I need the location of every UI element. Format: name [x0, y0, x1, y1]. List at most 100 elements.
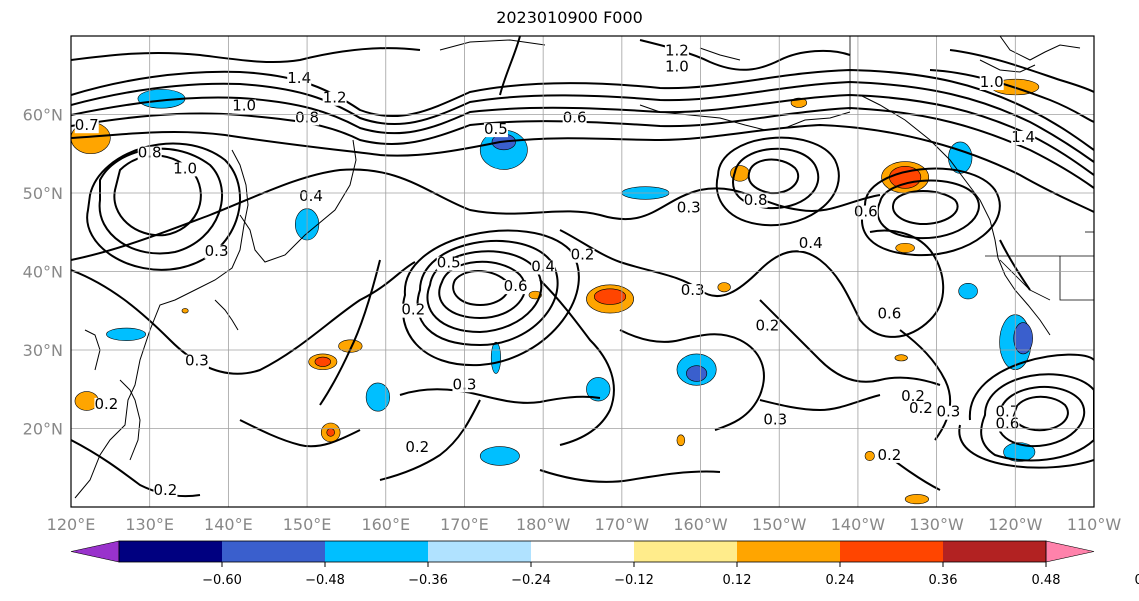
contour-label: 0.2 — [154, 481, 178, 499]
colorbar-segment — [428, 541, 532, 562]
colorbar-extend-high — [1045, 540, 1095, 563]
shaded-area — [490, 341, 501, 374]
shaded-area — [594, 288, 627, 305]
border-layer — [849, 36, 1094, 301]
lon-tick-label: 120°W — [988, 515, 1043, 534]
colorbar-tick-label: −0.48 — [305, 573, 345, 588]
contour-label: 0.3 — [185, 352, 209, 370]
contour-label-bg — [436, 256, 461, 271]
lon-tick-label: 120°E — [47, 515, 96, 534]
colorbar-tick-label: 0.60 — [1135, 573, 1139, 588]
contour-label-bg — [936, 405, 961, 420]
colorbar-segment — [531, 541, 635, 562]
contour-label: 0.6 — [877, 305, 901, 323]
shaded-area — [181, 308, 189, 314]
contour-label: 1.2 — [665, 42, 689, 60]
shaded-area — [326, 428, 335, 437]
contour-label: 1.0 — [232, 97, 256, 115]
contour-label: 0.2 — [94, 395, 118, 413]
contour-label-bg — [153, 484, 178, 499]
contour-label-bg — [232, 99, 257, 114]
contour-label-bg — [503, 280, 528, 295]
colorbar-tick-label: 0.36 — [929, 573, 958, 588]
contour-label: 0.5 — [437, 254, 461, 272]
colorbar-segment — [737, 541, 841, 562]
colorbar-extend-low — [70, 540, 120, 563]
shaded-area — [106, 327, 147, 341]
colorbar-tick-label: −0.36 — [408, 573, 448, 588]
contour-label-bg — [755, 319, 780, 334]
lon-tick-label: 140°E — [204, 515, 253, 534]
lon-tick-label: 170°E — [440, 515, 489, 534]
contour-label-bg — [204, 244, 229, 259]
contour-label-bg — [798, 236, 823, 251]
lon-tick-label: 170°W — [595, 515, 650, 534]
shaded-area — [365, 382, 391, 412]
contour-label-bg — [743, 193, 768, 208]
contour-label-bg — [570, 248, 595, 263]
contour-label: 1.4 — [287, 69, 311, 87]
contour-label-bg — [322, 91, 347, 106]
contour-label: 1.0 — [980, 73, 1004, 91]
contour-label-bg — [853, 205, 878, 220]
contour-label-bg — [763, 413, 788, 428]
contour-label-bg — [901, 390, 926, 405]
lat-tick-label: 20°N — [23, 420, 63, 439]
shaded-area — [1003, 442, 1036, 462]
contour-label-bg — [74, 119, 99, 134]
colorbar-tick-label: 0.12 — [723, 573, 752, 588]
colorbar-segment — [119, 541, 223, 562]
lat-tick-label: 30°N — [23, 341, 63, 360]
shaded-area — [479, 446, 520, 466]
contour-label: 1.2 — [323, 89, 347, 107]
colorbar-tick-label: −0.12 — [614, 573, 654, 588]
lon-tick-label: 130°E — [125, 515, 174, 534]
contour-label-bg — [676, 201, 701, 216]
colorbar-segment — [840, 541, 944, 562]
contour-label-bg — [173, 162, 198, 177]
lat-tick-label: 40°N — [23, 263, 63, 282]
axis-labels: 120°E 130°E 140°E 150°E 160°E 170°E 180°W 170°W… — [23, 106, 1122, 535]
colorbar-segment — [325, 541, 429, 562]
contour-label-bg — [287, 72, 312, 87]
contour-label: 0.2 — [901, 387, 925, 405]
shaded-area — [958, 282, 978, 300]
contour-label: 0.4 — [299, 187, 323, 205]
contour-label-bg — [483, 123, 508, 138]
contour-label: 0.5 — [484, 120, 508, 138]
lon-tick-label: 110°W — [1067, 515, 1122, 534]
shaded-area — [895, 242, 915, 253]
contour-label: 0.4 — [799, 234, 823, 252]
contour-label-bg — [908, 401, 933, 416]
colorbar-frame — [118, 540, 1047, 563]
colorbar-tick-label: −0.24 — [511, 573, 551, 588]
contour-label: 0.3 — [681, 281, 705, 299]
contour-label: 0.7 — [75, 116, 99, 134]
contour-label: 0.6 — [854, 203, 878, 221]
contour-label: 0.2 — [571, 246, 595, 264]
shaded-area — [894, 354, 908, 362]
colorbar-segment — [634, 541, 738, 562]
contour-label: 0.2 — [405, 438, 429, 456]
contour-label-bg — [664, 44, 689, 59]
map-frame — [70, 35, 1095, 508]
contour-label-bg — [405, 441, 430, 456]
contour-label: 0.2 — [877, 446, 901, 464]
contour-label: 0.2 — [755, 316, 779, 334]
contour-label: 0.6 — [563, 108, 587, 126]
contour-label: 0.8 — [744, 191, 768, 209]
contour-label: 0.3 — [763, 411, 787, 429]
lon-tick-label: 150°W — [752, 515, 807, 534]
shaded-area — [717, 282, 731, 293]
contour-label: 0.3 — [205, 242, 229, 260]
shaded-area — [864, 450, 875, 461]
contour-label-bg — [94, 397, 119, 412]
contour-label-bg — [979, 76, 1004, 91]
colorbar-tick-label: 0.48 — [1032, 573, 1061, 588]
contour-label-bg — [664, 60, 689, 75]
colorbar — [70, 540, 1095, 563]
contour-label: 0.3 — [677, 199, 701, 217]
map-title: 2023010900 F000 — [496, 8, 643, 27]
colorbar-ticks: −0.60 −0.48 −0.36 −0.24 −0.12 0.12 0.24 0.36 0.4… — [202, 562, 1139, 588]
